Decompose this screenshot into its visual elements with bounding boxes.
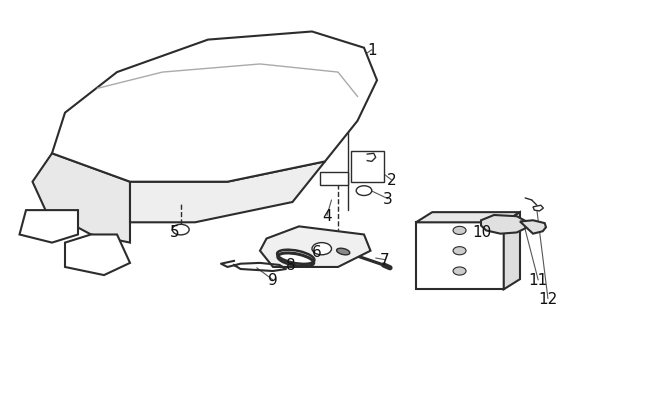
PathPatch shape bbox=[481, 215, 526, 234]
Ellipse shape bbox=[337, 249, 350, 255]
Ellipse shape bbox=[277, 250, 315, 264]
Text: 9: 9 bbox=[268, 273, 278, 288]
Text: 4: 4 bbox=[322, 209, 332, 223]
PathPatch shape bbox=[65, 235, 130, 275]
Circle shape bbox=[453, 247, 466, 255]
Text: 11: 11 bbox=[528, 273, 548, 288]
PathPatch shape bbox=[260, 227, 370, 267]
Text: 1: 1 bbox=[367, 43, 376, 58]
PathPatch shape bbox=[504, 213, 520, 290]
FancyBboxPatch shape bbox=[320, 172, 348, 185]
Text: 3: 3 bbox=[384, 192, 393, 207]
Text: 5: 5 bbox=[170, 224, 179, 239]
Text: 12: 12 bbox=[538, 292, 558, 306]
PathPatch shape bbox=[130, 162, 325, 223]
FancyBboxPatch shape bbox=[351, 152, 383, 182]
Circle shape bbox=[453, 227, 466, 235]
PathPatch shape bbox=[20, 211, 78, 243]
Text: 10: 10 bbox=[473, 224, 492, 239]
Bar bbox=[416, 223, 504, 290]
Circle shape bbox=[172, 225, 189, 235]
Circle shape bbox=[453, 267, 466, 275]
Text: 7: 7 bbox=[380, 253, 389, 267]
Circle shape bbox=[312, 243, 332, 255]
PathPatch shape bbox=[533, 206, 543, 211]
Text: 6: 6 bbox=[312, 245, 321, 259]
Circle shape bbox=[356, 186, 372, 196]
PathPatch shape bbox=[52, 32, 377, 182]
PathPatch shape bbox=[416, 213, 520, 223]
PathPatch shape bbox=[520, 221, 546, 234]
PathPatch shape bbox=[32, 154, 130, 243]
Text: 2: 2 bbox=[387, 173, 396, 188]
Text: 8: 8 bbox=[286, 257, 295, 272]
